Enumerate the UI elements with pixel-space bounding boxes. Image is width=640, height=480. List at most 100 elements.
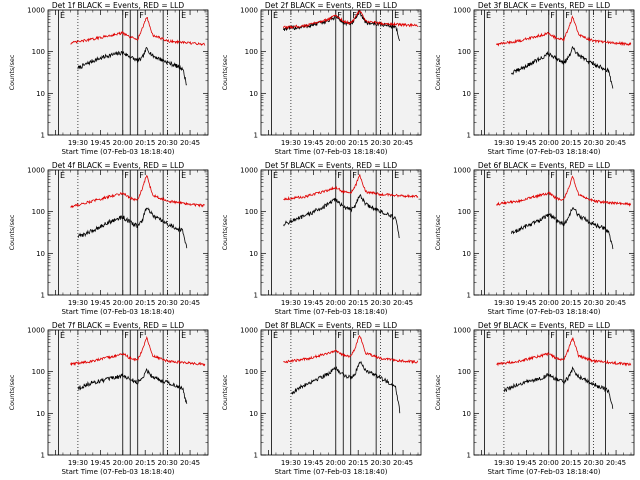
interval-marker-label: F	[337, 11, 342, 20]
x-tick-label: 19:45	[90, 299, 110, 307]
interval-marker-label: F	[139, 171, 144, 180]
events-series-line	[290, 360, 401, 414]
y-tick-label: 10	[36, 410, 45, 418]
x-tick-label: 20:00	[326, 459, 346, 467]
chart-title: Det 8f BLACK = Events, RED = LLD	[265, 321, 398, 330]
y-axis-label: Counts/sec	[221, 374, 229, 410]
chart-title: Det 5f BLACK = Events, RED = LLD	[265, 161, 398, 170]
x-tick-label: 19:45	[90, 459, 110, 467]
y-tick-label: 1	[254, 132, 258, 140]
interval-marker-label: E	[273, 331, 278, 340]
chart-svg: Det 1f BLACK = Events, RED = LLD Counts/s…	[8, 1, 209, 156]
interval-marker-label: E	[486, 171, 491, 180]
x-tick-label: 20:00	[539, 459, 559, 467]
y-tick-label: 1000	[453, 7, 471, 15]
x-axis-label: Start Time (07-Feb-03 18:18:40)	[487, 308, 600, 316]
interval-marker-label: E	[394, 11, 399, 20]
interval-marker-label: E	[60, 11, 65, 20]
x-tick-label: 20:15	[348, 459, 368, 467]
y-tick-label: 100	[458, 48, 471, 56]
interval-marker-label: E	[486, 11, 491, 20]
y-tick-label: 1000	[27, 167, 45, 175]
chart-title: Det 7f BLACK = Events, RED = LLD	[52, 321, 185, 330]
x-axis-label: Start Time (07-Feb-03 18:18:40)	[487, 148, 600, 156]
interval-marker-label: F	[565, 331, 570, 340]
y-tick-label: 10	[462, 410, 471, 418]
interval-marker-label: F	[565, 171, 570, 180]
plot-area	[474, 330, 634, 455]
plot-area	[48, 170, 208, 295]
interval-marker-label: F	[352, 331, 357, 340]
plot-frame	[260, 169, 422, 296]
x-tick-label: 20:15	[348, 139, 368, 147]
x-tick-label: 19:30	[494, 299, 514, 307]
plot-area	[261, 10, 421, 135]
x-tick-label: 20:30	[371, 139, 391, 147]
x-tick-label: 19:30	[281, 139, 301, 147]
x-tick-label: 20:15	[561, 459, 581, 467]
events-series-line	[77, 46, 187, 86]
interval-marker-label: F	[124, 171, 129, 180]
interval-marker-label: E	[607, 331, 612, 340]
plot-frame	[260, 329, 422, 456]
events-series-line	[503, 366, 614, 409]
y-tick-label: 1	[467, 132, 471, 140]
plot-frame	[473, 329, 635, 456]
lld-series-line	[70, 335, 206, 367]
x-axis-label: Start Time (07-Feb-03 18:18:40)	[61, 308, 174, 316]
plot-area	[48, 330, 208, 455]
y-tick-label: 1000	[240, 167, 258, 175]
y-tick-label: 100	[458, 208, 471, 216]
x-tick-label: 20:45	[606, 139, 626, 147]
lld-series-line	[70, 17, 206, 46]
x-tick-label: 20:45	[606, 299, 626, 307]
y-tick-label: 10	[36, 90, 45, 98]
y-axis-label: Counts/sec	[8, 214, 16, 250]
x-axis-label: Start Time (07-Feb-03 18:18:40)	[487, 468, 600, 476]
chart-title: Det 6f BLACK = Events, RED = LLD	[478, 161, 611, 170]
interval-marker-label: E	[394, 331, 399, 340]
lld-series-line	[283, 9, 419, 30]
x-tick-label: 20:30	[158, 299, 178, 307]
x-tick-label: 20:30	[158, 459, 178, 467]
chart-svg: Det 8f BLACK = Events, RED = LLD Counts/s…	[221, 321, 422, 476]
x-tick-label: 19:30	[281, 299, 301, 307]
detector-panel-7: Det 7f BLACK = Events, RED = LLD Counts/s…	[0, 320, 213, 480]
x-tick-label: 19:45	[90, 139, 110, 147]
interval-marker-label: F	[337, 331, 342, 340]
chart-title: Det 4f BLACK = Events, RED = LLD	[52, 161, 185, 170]
y-tick-label: 1000	[27, 327, 45, 335]
chart-svg: Det 5f BLACK = Events, RED = LLD Counts/s…	[221, 161, 422, 316]
y-tick-label: 1	[41, 452, 45, 460]
y-tick-label: 100	[32, 48, 45, 56]
x-tick-label: 19:45	[303, 459, 323, 467]
y-tick-label: 1000	[240, 7, 258, 15]
x-axis-label: Start Time (07-Feb-03 18:18:40)	[61, 148, 174, 156]
detector-panel-1: Det 1f BLACK = Events, RED = LLD Counts/s…	[0, 0, 213, 160]
x-axis-label: Start Time (07-Feb-03 18:18:40)	[274, 148, 387, 156]
x-tick-label: 20:45	[180, 459, 200, 467]
events-series-line	[77, 367, 188, 404]
interval-marker-label: E	[394, 171, 399, 180]
y-tick-label: 1	[467, 452, 471, 460]
x-tick-label: 20:15	[561, 139, 581, 147]
plot-area	[474, 10, 634, 135]
x-tick-label: 19:45	[516, 459, 536, 467]
y-tick-label: 100	[32, 368, 45, 376]
x-tick-label: 20:15	[348, 299, 368, 307]
interval-marker-label: F	[565, 11, 570, 20]
x-tick-label: 19:30	[68, 139, 88, 147]
x-axis-label: Start Time (07-Feb-03 18:18:40)	[274, 308, 387, 316]
lld-series-line	[283, 174, 419, 201]
detector-panel-6: Det 6f BLACK = Events, RED = LLD Counts/s…	[426, 160, 639, 320]
interval-marker-label: F	[337, 171, 342, 180]
x-tick-label: 20:15	[135, 459, 155, 467]
interval-marker-label: F	[550, 11, 555, 20]
interval-marker-label: E	[181, 11, 186, 20]
x-tick-label: 20:45	[180, 299, 200, 307]
x-tick-label: 19:45	[303, 299, 323, 307]
x-tick-label: 20:45	[606, 459, 626, 467]
x-tick-label: 20:00	[326, 139, 346, 147]
y-axis-label: Counts/sec	[434, 374, 442, 410]
